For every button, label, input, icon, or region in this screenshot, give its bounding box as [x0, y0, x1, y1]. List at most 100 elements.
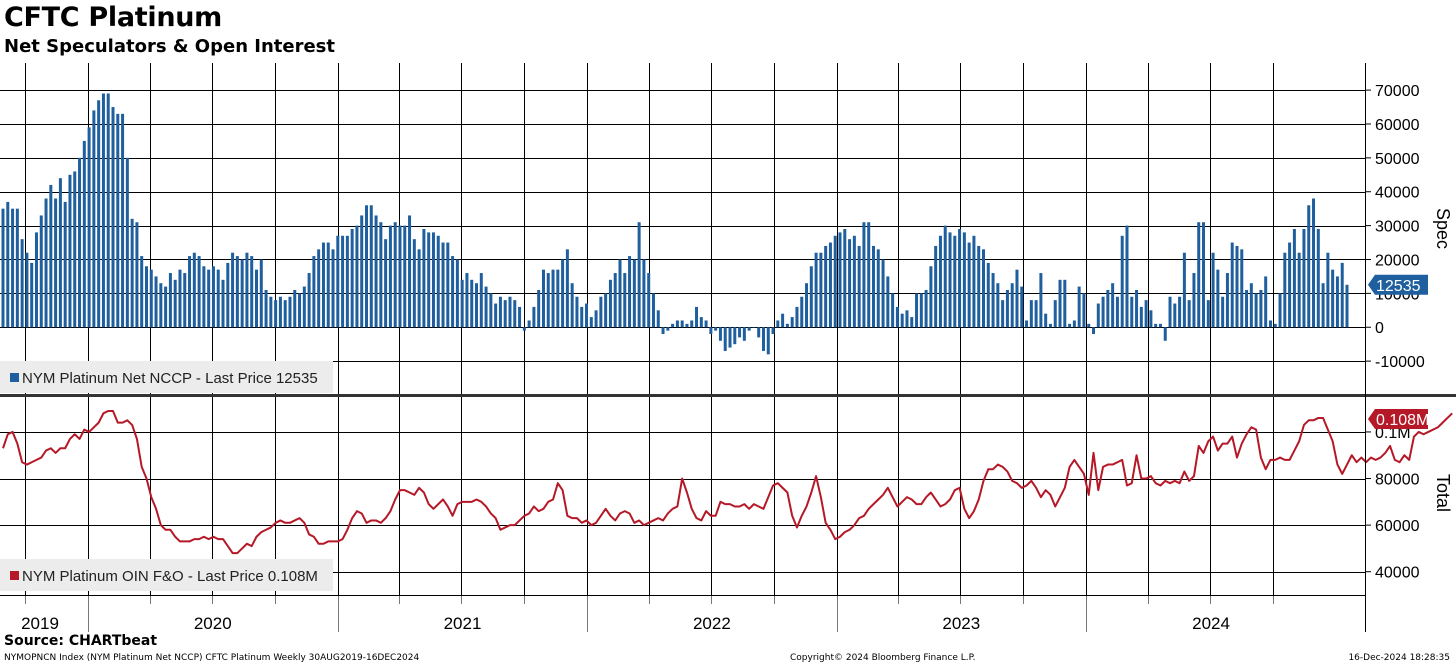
bar [953, 235, 957, 328]
bar [168, 273, 172, 328]
bar [1254, 293, 1258, 328]
bar [1068, 323, 1072, 328]
bar [513, 300, 517, 328]
bar [1240, 249, 1244, 328]
bar [561, 259, 565, 328]
bar [503, 300, 507, 328]
bar [341, 235, 345, 328]
bar [264, 289, 268, 328]
bar [594, 310, 598, 328]
bar [833, 235, 837, 328]
bar [154, 276, 158, 328]
bar [408, 215, 412, 328]
bar [738, 327, 742, 338]
bar [1197, 222, 1201, 328]
bar [173, 279, 177, 328]
bar [1268, 320, 1272, 328]
bar [312, 256, 316, 328]
bar [910, 317, 914, 328]
bar [1230, 242, 1234, 328]
bar [1297, 252, 1301, 328]
bar [991, 273, 995, 328]
bar [1082, 293, 1086, 328]
bar [852, 235, 856, 328]
bar [714, 327, 718, 331]
bar [867, 222, 871, 328]
bar [982, 249, 985, 328]
bar [1149, 310, 1153, 328]
bar [589, 317, 593, 328]
bar [15, 208, 19, 328]
y-tick-label: 60000 [1375, 518, 1420, 535]
bar [809, 266, 813, 328]
bar [986, 262, 990, 328]
bar [704, 320, 708, 328]
bar [604, 293, 608, 328]
bar [1135, 289, 1139, 328]
bar [498, 296, 502, 328]
bar [1120, 235, 1124, 328]
bar [283, 300, 287, 328]
bar [733, 327, 737, 345]
bar [728, 327, 732, 348]
bar [1125, 225, 1129, 328]
bar [321, 242, 325, 328]
bar [522, 327, 526, 331]
bar [20, 239, 24, 328]
bar [915, 293, 919, 328]
bar [776, 320, 780, 328]
bar [417, 249, 421, 328]
bar [345, 235, 349, 328]
bar [1163, 327, 1167, 341]
y-tick-label: 50000 [1375, 151, 1420, 168]
bar [575, 296, 579, 328]
bar [178, 269, 182, 328]
bar [666, 327, 670, 331]
bar [508, 296, 512, 328]
bar [489, 293, 493, 328]
bar [221, 279, 225, 328]
bar [1015, 269, 1019, 328]
chart-title: CFTC Platinum [4, 2, 222, 33]
bar [675, 320, 679, 328]
bar [761, 327, 765, 351]
bar [1115, 296, 1119, 328]
bar [637, 222, 641, 328]
bar [412, 239, 416, 328]
bar [1273, 323, 1277, 328]
bar [250, 256, 254, 328]
bar [628, 256, 632, 328]
bar [943, 225, 947, 328]
bar [1010, 283, 1014, 328]
bar [183, 273, 187, 328]
bar [149, 269, 153, 328]
bar [781, 313, 785, 328]
bar [73, 171, 77, 328]
bar [766, 327, 770, 355]
bar [393, 222, 397, 328]
bar [451, 256, 455, 328]
bar [1063, 279, 1067, 328]
bar [742, 327, 746, 341]
bar [106, 93, 110, 328]
y-tick-label: 80000 [1375, 472, 1420, 489]
bar [1144, 300, 1148, 328]
panel-separator [0, 394, 1456, 397]
bar [1072, 320, 1076, 328]
bar [518, 306, 522, 328]
bar [101, 93, 105, 328]
bar [278, 296, 282, 328]
bar [977, 245, 981, 328]
bar [651, 293, 655, 328]
bar [1206, 300, 1210, 328]
bar [800, 296, 804, 328]
bar [613, 273, 617, 328]
bar [144, 266, 148, 328]
bar [1326, 252, 1330, 328]
bar [699, 317, 703, 328]
bar [1029, 300, 1033, 328]
bar [608, 279, 612, 328]
bar [211, 266, 215, 328]
bar [891, 293, 895, 328]
bar [972, 235, 976, 328]
